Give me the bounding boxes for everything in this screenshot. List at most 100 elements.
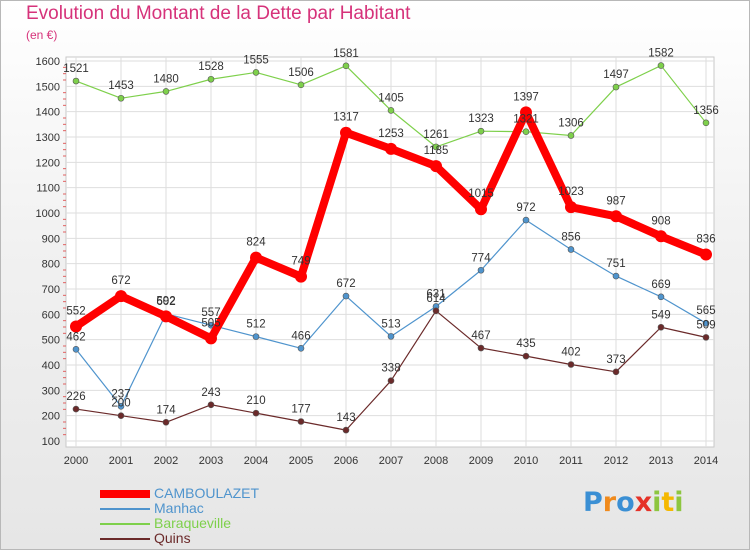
legend-label: CAMBOULAZET — [154, 485, 260, 501]
logo-letter: i — [652, 487, 662, 518]
data-label: 972 — [516, 202, 535, 214]
x-tick-label: 2008 — [424, 455, 448, 467]
logo-letter: t — [661, 487, 675, 518]
x-tick-label: 2010 — [514, 455, 538, 467]
data-label: 402 — [561, 346, 580, 358]
data-point — [295, 270, 307, 283]
y-tick-label: 700 — [42, 284, 60, 296]
legend-label: Baraqueville — [154, 515, 232, 531]
y-tick-label: 900 — [42, 233, 60, 245]
data-point — [340, 126, 352, 139]
data-label: 509 — [696, 319, 715, 331]
y-tick-label: 1000 — [36, 208, 60, 220]
data-point — [207, 401, 215, 409]
y-tick-label: 1600 — [36, 56, 60, 68]
data-point — [700, 248, 712, 261]
data-label: 549 — [651, 309, 670, 321]
x-tick-label: 2012 — [604, 455, 628, 467]
data-point — [160, 310, 172, 323]
data-point — [430, 160, 442, 173]
data-point — [702, 334, 710, 341]
data-label: 1323 — [468, 113, 494, 125]
logo-letter: o — [616, 487, 635, 518]
data-label: 1397 — [513, 91, 539, 103]
data-label: 602 — [156, 296, 175, 308]
data-point — [522, 216, 530, 224]
data-label: 1253 — [378, 128, 404, 140]
data-label: 338 — [381, 363, 400, 375]
data-point — [477, 127, 485, 135]
data-label: 1015 — [468, 188, 494, 200]
x-tick-label: 2001 — [109, 455, 133, 467]
data-point — [612, 272, 620, 280]
data-label: 774 — [471, 252, 491, 264]
x-tick-label: 2000 — [64, 455, 88, 467]
y-tick-label: 500 — [42, 335, 60, 347]
data-point — [207, 75, 215, 83]
legend-label: Manhac — [154, 500, 204, 516]
data-point — [702, 119, 710, 127]
data-label: 505 — [201, 317, 220, 329]
data-label: 513 — [381, 318, 400, 330]
data-label: 174 — [156, 404, 176, 416]
data-label: 856 — [561, 231, 580, 243]
legend-label: Quins — [154, 530, 191, 546]
data-label: 749 — [291, 256, 310, 268]
data-point — [387, 377, 395, 385]
data-point — [522, 352, 530, 360]
data-label: 435 — [516, 338, 535, 350]
data-label: 226 — [66, 391, 85, 403]
y-tick-label: 1100 — [36, 183, 60, 195]
plot-area — [65, 56, 715, 448]
data-point — [72, 345, 80, 353]
data-point — [522, 128, 530, 135]
data-label: 243 — [201, 387, 220, 399]
x-tick-label: 2009 — [469, 455, 493, 467]
data-point — [205, 332, 217, 345]
chart-title: Evolution du Montant de la Dette par Hab… — [26, 3, 411, 24]
data-point — [385, 142, 397, 155]
data-point — [117, 412, 125, 419]
data-point — [72, 405, 80, 413]
data-point — [610, 210, 622, 223]
data-label: 1453 — [108, 80, 134, 92]
proxiti-logo: Proxiti — [583, 487, 684, 518]
x-tick-label: 2013 — [649, 455, 673, 467]
data-point — [612, 368, 620, 376]
data-label: 552 — [66, 305, 85, 317]
data-label: 143 — [336, 412, 355, 424]
data-point — [342, 62, 350, 70]
legend-swatch — [100, 508, 150, 510]
data-point — [477, 266, 485, 274]
legend-swatch — [100, 523, 150, 525]
y-tick-label: 300 — [42, 385, 60, 397]
logo-letter: x — [634, 487, 653, 518]
data-point — [162, 418, 170, 426]
data-label: 210 — [246, 395, 265, 407]
data-point — [567, 132, 575, 139]
data-label: 1582 — [648, 48, 674, 60]
data-label: 1521 — [63, 63, 89, 75]
logo-letter: P — [583, 487, 603, 518]
y-tick-label: 1200 — [36, 157, 60, 169]
chart-subtitle: (en €) — [26, 28, 58, 42]
data-label: 1528 — [198, 61, 224, 73]
data-point — [162, 88, 170, 95]
data-label: 1405 — [378, 92, 404, 104]
y-tick-label: 200 — [42, 411, 60, 423]
legend-swatch — [100, 538, 150, 540]
data-label: 1555 — [243, 54, 269, 66]
data-point — [70, 320, 82, 333]
data-label: 466 — [291, 330, 310, 342]
logo-letter: i — [674, 487, 684, 518]
logo-letter: r — [602, 487, 617, 518]
data-label: 557 — [201, 307, 220, 319]
x-tick-label: 2011 — [559, 455, 583, 467]
data-point — [387, 333, 395, 340]
data-point — [297, 418, 305, 425]
data-point — [565, 201, 577, 214]
x-tick-label: 2003 — [199, 455, 223, 467]
data-label: 1317 — [333, 112, 359, 124]
data-point — [252, 409, 260, 417]
legend-swatch — [100, 490, 150, 498]
